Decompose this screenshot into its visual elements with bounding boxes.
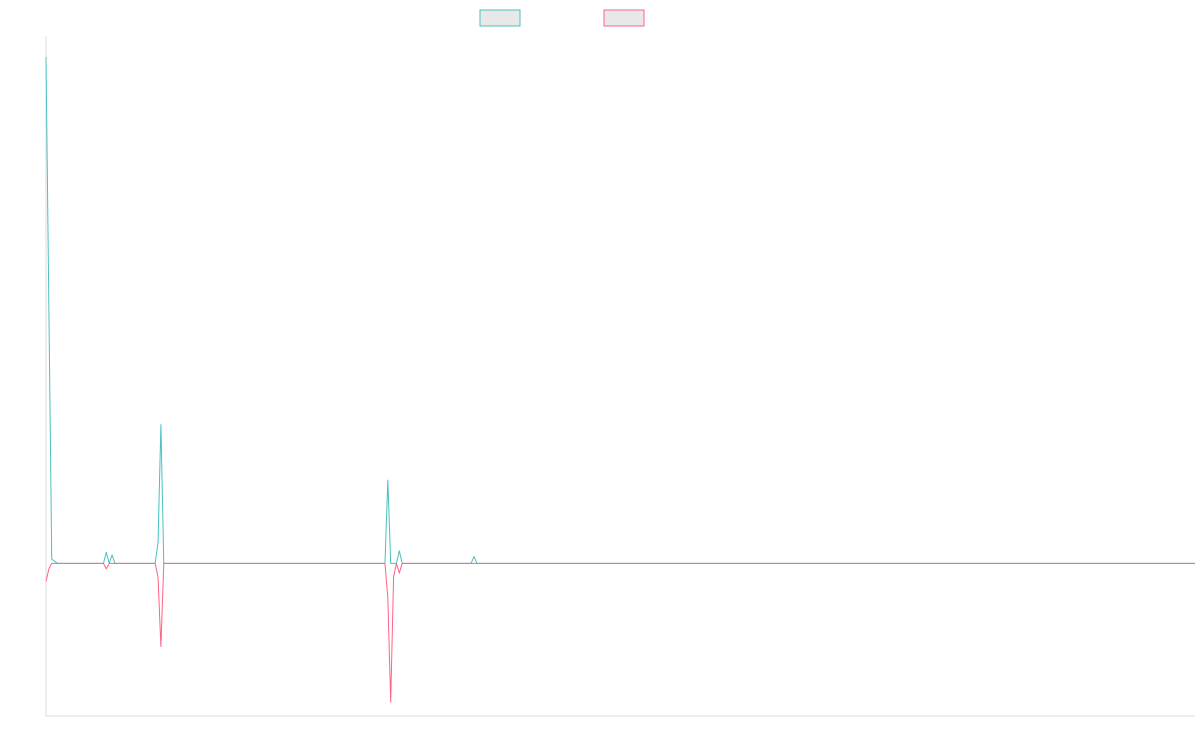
legend: [479, 9, 645, 27]
legend-swatch-1[interactable]: [479, 9, 521, 27]
series-line-1: [45, 56, 1195, 564]
legend-swatch-2[interactable]: [603, 9, 645, 27]
series-line-2: [45, 562, 1195, 703]
series-layer: [45, 56, 1195, 703]
axes: [45, 36, 1195, 717]
